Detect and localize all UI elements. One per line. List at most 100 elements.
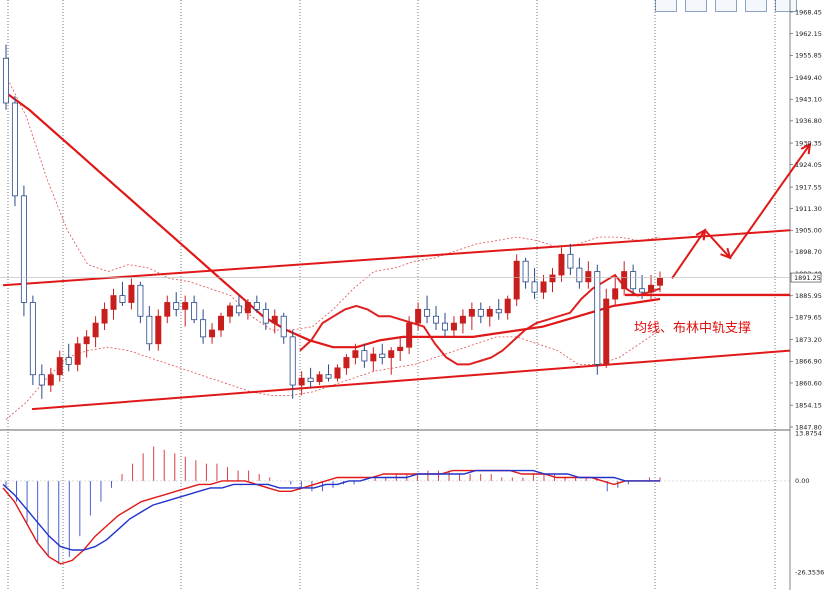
candle-body [110,295,117,310]
candle-body [459,315,466,324]
candle-body [307,377,314,382]
current-price-label: 1891.25 [794,274,821,282]
arrow-head [720,247,732,260]
candle-body [504,298,511,314]
candle-body [29,302,36,376]
price-tick-label: 1885.95 [795,292,822,300]
candle-body [657,278,664,286]
candle-body [146,315,153,345]
candle-body [38,374,45,386]
candle-body [155,315,162,345]
lower_trendline [31,349,791,411]
candle-body [128,284,135,303]
toolbar-button[interactable] [745,0,767,12]
current-price-box [790,272,822,283]
macd-histogram [0,446,790,564]
candle-body [540,281,547,293]
chart-toolbar [655,0,797,12]
macd-lines [2,469,660,565]
bollinger-lower [5,329,661,420]
price-tick-label: 1873.20 [795,336,822,344]
price-tick-label: 1917.55 [795,183,822,191]
candle-body [567,253,574,269]
candle-body [56,357,63,376]
candle-body [334,367,341,379]
candle-body [119,295,126,303]
moving-average [5,91,661,349]
candle-body [594,271,601,365]
candlesticks [3,44,664,399]
price-tick-label: 1962.15 [795,30,822,38]
toolbar-button[interactable] [715,0,737,12]
candle-body [262,308,269,324]
projection-path [671,143,811,279]
price-tick-label: 1879.65 [795,314,822,322]
candle-body [235,305,242,314]
candle-body [576,267,583,283]
price-tick-label: 1936.80 [795,117,822,125]
candle-body [316,374,323,382]
upper_trendline [2,229,791,287]
candle-body [639,288,646,293]
candle-body [361,350,368,362]
candle-body [280,315,287,338]
candle-body [558,253,565,276]
toolbar-button[interactable] [685,0,707,12]
candle-body [495,308,502,314]
candle-body [450,322,457,331]
candle-body [200,319,207,338]
candle-body [3,57,9,104]
candle-body [11,102,18,197]
price-tick-label: 1905.00 [795,227,822,235]
candle-body [164,302,171,317]
candle-body [648,284,655,293]
toolbar-button[interactable] [655,0,677,12]
price-tick-label: 1866.90 [795,358,822,366]
candle-body [101,308,108,324]
macd-tick-label: -26.3536 [795,568,824,576]
candle-body [486,308,493,317]
projection-arrows [671,142,812,279]
price-tick-label: 1955.85 [795,52,822,60]
current-price-marker: 1891.25 [0,272,822,283]
trend-channel [2,229,791,411]
candle-body [513,260,520,300]
signal-line [2,469,660,551]
candle-body [603,298,610,365]
candle-body [630,271,637,290]
candle-body [137,284,144,317]
candle-body [253,302,260,310]
candle-body [352,350,359,358]
candle-body [379,353,386,358]
candle-body [406,322,413,348]
candle-body [244,302,251,314]
macd-line [2,469,660,565]
price-tick-label: 1854.15 [795,401,822,409]
arrow-head [800,142,812,155]
candle-body [182,302,189,310]
candle-body [468,308,475,317]
moving-average-line [5,91,661,349]
toolbar-button[interactable] [775,0,797,12]
candle-body [325,374,332,379]
macd-tick-label: 0.00 [795,477,809,485]
price-tick-label: 1943.10 [795,95,822,103]
candle-body [298,377,305,386]
candle-body [424,308,431,317]
candle-body [226,305,233,317]
price-tick-label: 1968.45 [795,8,822,16]
candle-body [621,271,628,290]
price-tick-label: 1911.30 [795,205,822,213]
candle-body [289,336,296,386]
candle-body [74,343,81,365]
candle-body [585,271,592,283]
candle-body [549,274,556,283]
support-annotation: 均线、布林中轨支撑 [634,321,751,336]
price-axis: 1968.45 1962.15 1955.85 1949.40 1943.10 1936.… [790,8,822,431]
candle-body [20,195,27,303]
candle-body [92,322,99,338]
macd-tick-label: 13.8754 [795,429,822,437]
price-tick-label: 1847.80 [795,423,822,431]
candle-body [441,322,448,331]
